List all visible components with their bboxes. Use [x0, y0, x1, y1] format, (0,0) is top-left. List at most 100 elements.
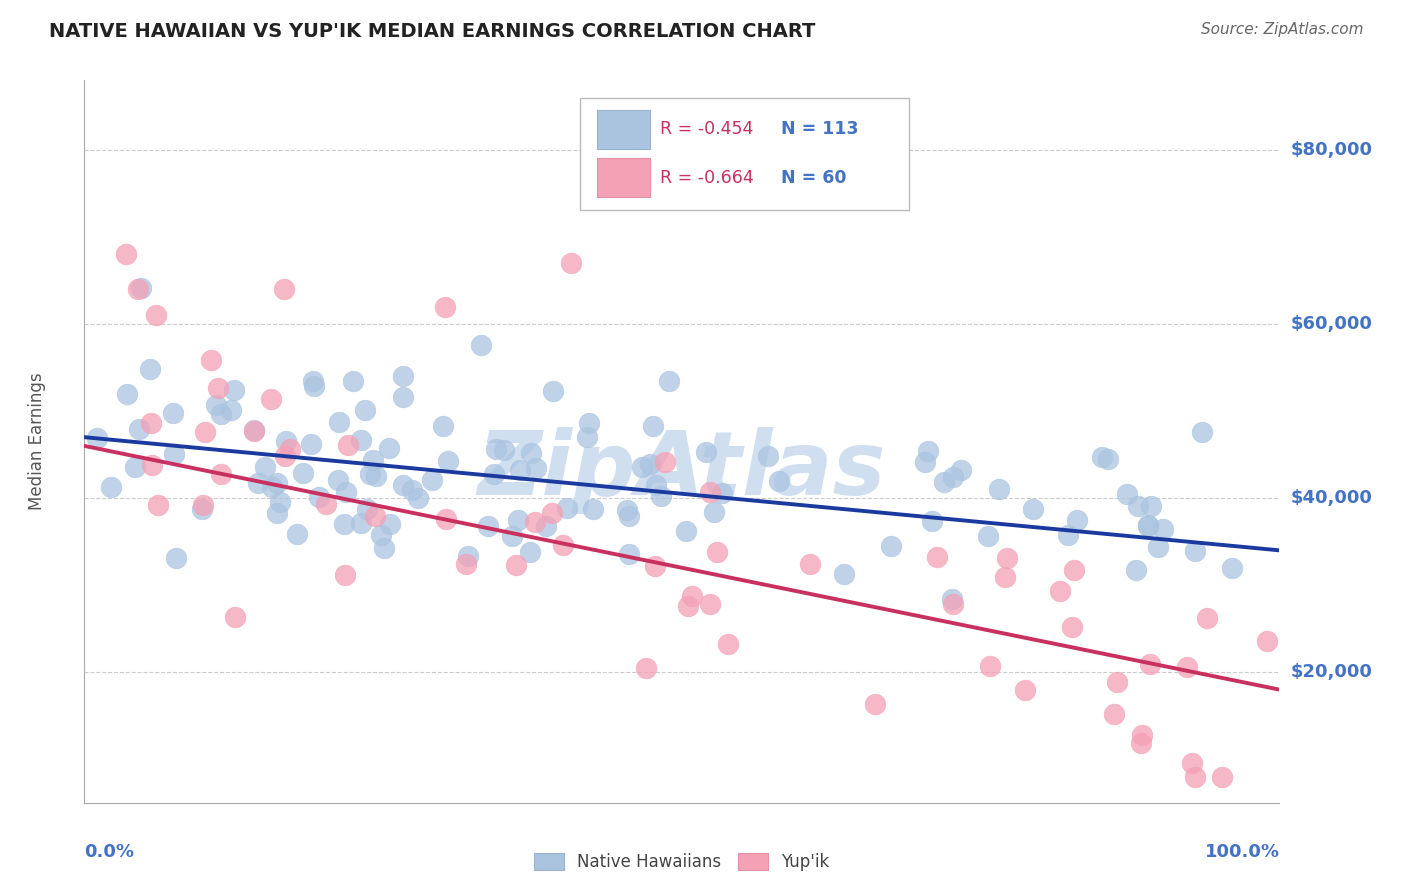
Point [644, 559, 666, 574]
Text: 0.0%: 0.0% [84, 843, 135, 861]
Point [254, 459, 277, 474]
Point [993, 570, 1015, 584]
Point [949, 463, 972, 477]
Point [350, 516, 373, 531]
Point [191, 501, 214, 516]
Point [995, 551, 1018, 566]
Point [1116, 486, 1139, 500]
Point [299, 437, 322, 451]
Point [1184, 770, 1206, 784]
Point [304, 378, 326, 392]
Point [1137, 518, 1160, 533]
Point [942, 597, 965, 611]
Point [328, 473, 350, 487]
Point [1049, 584, 1071, 599]
Point [560, 256, 582, 270]
Text: ZipAtlas: ZipAtlas [478, 427, 886, 514]
Point [432, 418, 454, 433]
Point [676, 599, 699, 613]
Point [536, 518, 558, 533]
Point [1125, 563, 1147, 577]
Point [434, 512, 457, 526]
Point [617, 508, 640, 523]
Point [224, 610, 246, 624]
Point [456, 557, 478, 571]
Point [364, 508, 387, 523]
Point [139, 362, 162, 376]
Point [260, 392, 283, 406]
Point [370, 528, 392, 542]
Point [1256, 633, 1278, 648]
FancyBboxPatch shape [598, 110, 650, 149]
Point [437, 454, 460, 468]
Point [434, 300, 457, 314]
Point [1022, 501, 1045, 516]
Point [276, 434, 298, 449]
Point [1152, 522, 1174, 536]
Point [209, 467, 232, 482]
Point [482, 467, 505, 482]
Point [617, 547, 640, 561]
Point [274, 450, 297, 464]
Point [941, 592, 963, 607]
Point [1060, 620, 1083, 634]
Point [706, 545, 728, 559]
Text: R = -0.454: R = -0.454 [661, 120, 754, 138]
Point [194, 425, 217, 439]
Point [141, 416, 163, 430]
Point [193, 498, 215, 512]
Point [863, 697, 886, 711]
Text: $40,000: $40,000 [1291, 489, 1372, 508]
Point [934, 475, 956, 490]
Point [350, 434, 373, 448]
Text: N = 60: N = 60 [782, 169, 846, 186]
Point [115, 247, 138, 261]
Legend: Native Hawaiians, Yup'ik: Native Hawaiians, Yup'ik [527, 846, 837, 878]
Point [485, 442, 508, 456]
Point [336, 437, 359, 451]
Point [575, 430, 598, 444]
Point [315, 497, 337, 511]
Point [406, 491, 429, 505]
Point [246, 475, 269, 490]
Point [127, 282, 149, 296]
Point [1139, 657, 1161, 672]
Point [509, 463, 531, 477]
Point [988, 482, 1011, 496]
Point [273, 282, 295, 296]
Point [638, 457, 661, 471]
Point [243, 424, 266, 438]
Point [391, 478, 413, 492]
Point [555, 500, 578, 515]
Point [541, 384, 564, 399]
Point [880, 539, 903, 553]
Point [1137, 518, 1160, 533]
Point [302, 374, 325, 388]
Point [335, 485, 357, 500]
Point [553, 538, 575, 552]
Point [342, 374, 364, 388]
FancyBboxPatch shape [598, 158, 650, 197]
Point [222, 383, 245, 397]
Point [717, 637, 740, 651]
Point [492, 443, 515, 458]
Point [308, 490, 330, 504]
Point [262, 480, 284, 494]
Point [117, 387, 139, 401]
Point [128, 422, 150, 436]
Point [242, 423, 264, 437]
Point [333, 568, 356, 582]
Text: $20,000: $20,000 [1291, 664, 1372, 681]
Point [1220, 561, 1243, 575]
Point [641, 419, 664, 434]
Point [1129, 736, 1152, 750]
Point [354, 402, 377, 417]
Point [1102, 706, 1125, 721]
Point [364, 469, 387, 483]
Point [209, 407, 232, 421]
Point [914, 455, 936, 469]
Point [925, 550, 948, 565]
Point [1066, 513, 1088, 527]
Point [711, 486, 734, 500]
Point [205, 398, 228, 412]
